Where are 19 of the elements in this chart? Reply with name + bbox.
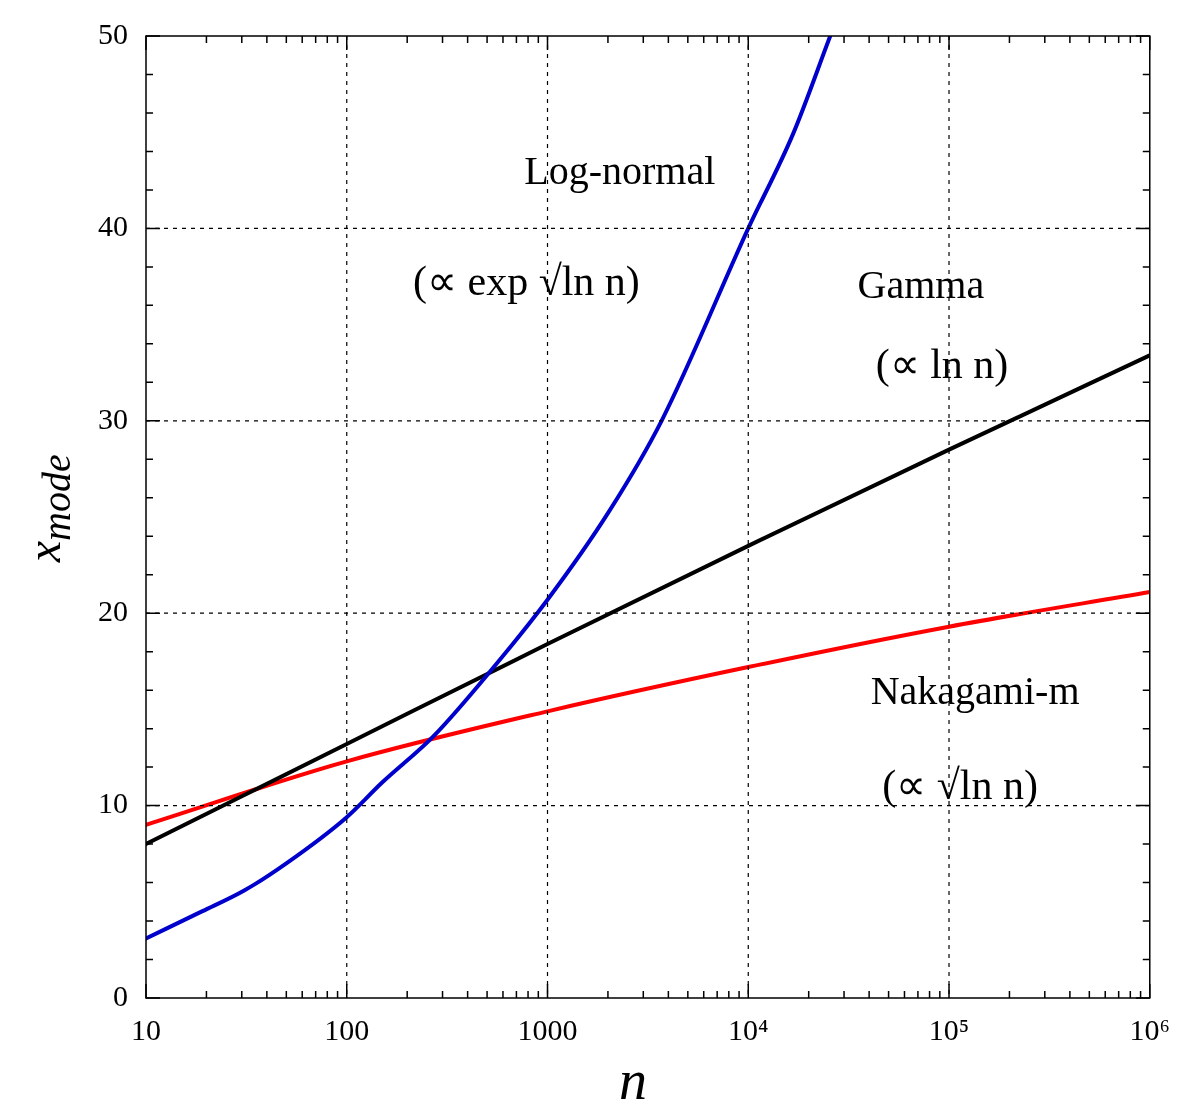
x-axis-title: n [618,1048,648,1112]
annotation: (∝ exp √ln n) [413,258,640,306]
x-tick-label: 100 [324,1012,370,1046]
y-tick-label: 10 [98,786,128,820]
x-tick-label: 10⁵ [928,1012,970,1046]
y-tick-label: 0 [113,978,128,1012]
x-tick-label: 1000 [517,1012,578,1046]
annotation: Log-normal [524,148,716,194]
y-tick-label: 30 [98,401,128,435]
y-tick-label: 40 [98,209,128,243]
x-tick-label: 10⁶ [1129,1012,1170,1046]
annotation: (∝ √ln n) [882,762,1038,810]
y-tick-label: 50 [98,16,128,50]
annotation: Gamma [857,261,985,307]
y-tick-label: 20 [98,594,128,628]
annotation: (∝ ln n) [875,340,1009,388]
x-tick-label: 10⁴ [728,1012,769,1046]
annotation: Nakagami-m [870,667,1080,713]
x-tick-label: 10 [131,1012,161,1046]
